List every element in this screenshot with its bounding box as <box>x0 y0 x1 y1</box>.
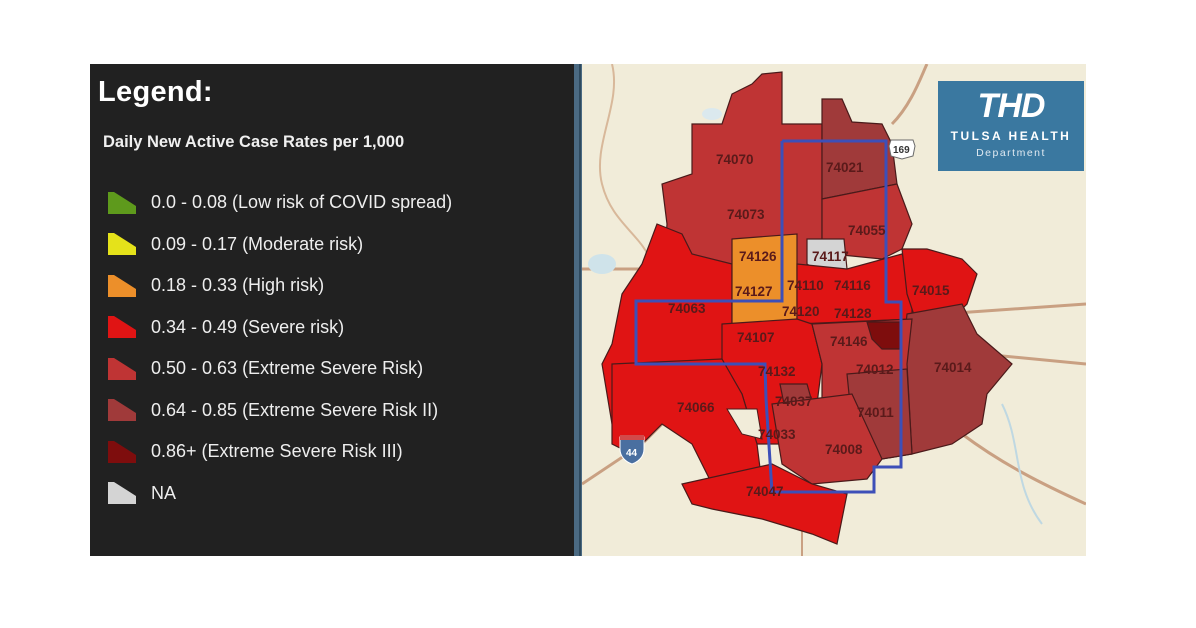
svg-text:169: 169 <box>893 145 910 156</box>
zip-label: 74073 <box>727 207 765 222</box>
zip-label: 74063 <box>668 301 706 316</box>
legend-panel: Legend: Daily New Active Case Rates per … <box>90 64 574 556</box>
thd-logo-department: Department <box>976 147 1046 159</box>
legend-item-extreme-iii: 0.86+ (Extreme Severe Risk III) <box>108 431 452 473</box>
zip-label: 74107 <box>737 330 775 345</box>
zip-label: 74070 <box>716 152 754 167</box>
panel-divider <box>574 64 582 556</box>
legend-item-low: 0.0 - 0.08 (Low risk of COVID spread) <box>108 182 452 224</box>
zip-label: 74128 <box>834 306 872 321</box>
zip-label: 74033 <box>758 427 796 442</box>
zip-label: 74132 <box>758 364 796 379</box>
us-169-shield-icon: 169 <box>888 139 916 160</box>
swatch-gray-icon <box>108 482 136 505</box>
map-figure: Legend: Daily New Active Case Rates per … <box>90 64 1086 556</box>
swatch-brown-red-icon <box>108 399 136 422</box>
legend-item-na: NA <box>108 473 452 515</box>
zip-label: 74055 <box>848 223 886 238</box>
zip-label: 74116 <box>834 278 871 293</box>
legend-subtitle: Daily New Active Case Rates per 1,000 <box>103 133 405 151</box>
zip-label: 74008 <box>825 442 863 457</box>
legend-label: NA <box>151 482 177 503</box>
map-panel: 74070 74021 74073 74055 74126 74117 7412… <box>582 64 1086 556</box>
zip-label: 74037 <box>775 394 813 409</box>
interstate-44-shield-icon: 44 <box>619 435 645 465</box>
zip-label: 74014 <box>934 360 972 375</box>
legend-items: 0.0 - 0.08 (Low risk of COVID spread) 0.… <box>108 182 452 514</box>
thd-logo-mark: THD <box>977 87 1046 125</box>
zip-label: 74011 <box>857 405 894 420</box>
legend-item-extreme-ii: 0.64 - 0.85 (Extreme Severe Risk II) <box>108 390 452 432</box>
zip-label: 74146 <box>830 334 868 349</box>
swatch-maroon-icon <box>108 440 136 463</box>
swatch-dark-red-icon <box>108 357 136 380</box>
legend-label: 0.64 - 0.85 (Extreme Severe Risk II) <box>151 399 439 420</box>
legend-item-severe: 0.34 - 0.49 (Severe risk) <box>108 307 452 349</box>
zip-label: 74126 <box>739 249 777 264</box>
zip-label: 74066 <box>677 400 715 415</box>
zip-label: 74021 <box>826 160 864 175</box>
swatch-green-icon <box>108 191 136 214</box>
tulsa-health-logo: THD TULSA HEALTH Department <box>938 81 1084 171</box>
swatch-orange-icon <box>108 274 136 297</box>
legend-item-extreme: 0.50 - 0.63 (Extreme Severe Risk) <box>108 348 452 390</box>
zip-label: 74117 <box>812 249 849 264</box>
legend-label: 0.18 - 0.33 (High risk) <box>151 275 325 296</box>
legend-title: Legend: <box>98 76 213 108</box>
svg-text:44: 44 <box>626 448 638 459</box>
zip-label: 74047 <box>746 484 784 499</box>
zip-label: 74127 <box>735 284 773 299</box>
zip-label: 74015 <box>912 283 950 298</box>
swatch-yellow-icon <box>108 233 136 256</box>
zip-label: 74110 <box>787 278 824 293</box>
legend-label: 0.50 - 0.63 (Extreme Severe Risk) <box>151 358 424 379</box>
legend-label: 0.86+ (Extreme Severe Risk III) <box>151 441 403 462</box>
legend-label: 0.0 - 0.08 (Low risk of COVID spread) <box>151 192 453 213</box>
legend-label: 0.09 - 0.17 (Moderate risk) <box>151 233 364 254</box>
legend-item-high: 0.18 - 0.33 (High risk) <box>108 265 452 307</box>
legend-label: 0.34 - 0.49 (Severe risk) <box>151 316 345 337</box>
zip-label: 74012 <box>856 362 894 377</box>
legend-item-moderate: 0.09 - 0.17 (Moderate risk) <box>108 224 452 266</box>
thd-logo-name: TULSA HEALTH <box>950 129 1072 143</box>
zip-label: 74120 <box>782 304 820 319</box>
swatch-red-icon <box>108 316 136 339</box>
